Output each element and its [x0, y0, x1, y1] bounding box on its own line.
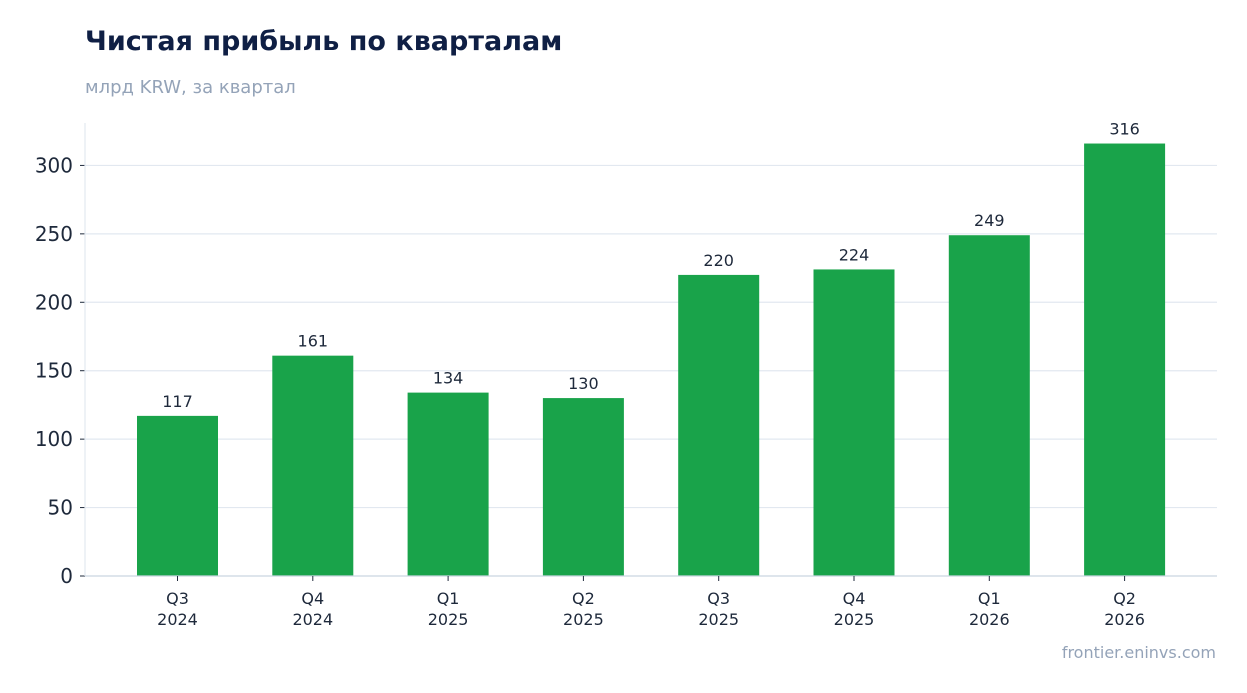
x-tick-label: 2026 — [969, 610, 1010, 629]
x-tick-label: 2024 — [292, 610, 333, 629]
x-tick-label: 2025 — [428, 610, 469, 629]
x-tick-label: Q1 — [978, 589, 1001, 608]
x-tick-label: Q1 — [437, 589, 460, 608]
bar — [678, 274, 760, 576]
x-tick-label: Q3 — [707, 589, 730, 608]
x-tick-label: 2025 — [563, 610, 604, 629]
y-tick-label: 100 — [35, 427, 73, 451]
bar — [137, 415, 218, 576]
x-tick-label: 2024 — [157, 610, 198, 629]
bar — [542, 398, 624, 576]
x-tick-label: Q4 — [843, 589, 866, 608]
x-tick-label: Q2 — [572, 589, 595, 608]
bars — [137, 143, 1166, 577]
x-tick-label: 2025 — [834, 610, 875, 629]
x-tick-label: 2025 — [698, 610, 739, 629]
bar — [813, 269, 895, 576]
y-tick-label: 150 — [35, 359, 73, 383]
y-tick-label: 200 — [35, 290, 73, 314]
bar — [948, 235, 1030, 576]
y-tick-label: 0 — [60, 564, 73, 588]
data-label: 220 — [703, 251, 734, 270]
axes — [80, 123, 1217, 581]
data-label: 117 — [162, 392, 193, 411]
y-tick-label: 300 — [35, 153, 73, 177]
data-label: 130 — [568, 374, 599, 393]
data-label: 316 — [1109, 120, 1140, 139]
x-tick-label: Q3 — [166, 589, 189, 608]
data-label: 161 — [298, 332, 329, 351]
chart-title: Чистая прибыль по кварталам — [85, 26, 563, 57]
x-tick-label: Q4 — [301, 589, 324, 608]
bar — [1084, 143, 1166, 577]
x-tick-label: 2026 — [1104, 610, 1145, 629]
bar — [272, 355, 354, 576]
y-tick-label: 50 — [48, 496, 73, 520]
y-tick-label: 250 — [35, 222, 73, 246]
x-tick-label: Q2 — [1113, 589, 1136, 608]
data-label: 134 — [433, 369, 464, 388]
bar — [407, 392, 489, 576]
data-label: 249 — [974, 211, 1005, 230]
grid-lines — [85, 164, 1217, 509]
source-credit: frontier.eninvs.com — [1061, 643, 1216, 662]
labels: 0 50 100 150 200 250 300 117 Q3 2024 161 Q4 2024 134 Q… — [35, 120, 1145, 629]
data-label: 224 — [839, 245, 870, 264]
chart-subtitle: млрд KRW, за квартал — [85, 77, 296, 98]
